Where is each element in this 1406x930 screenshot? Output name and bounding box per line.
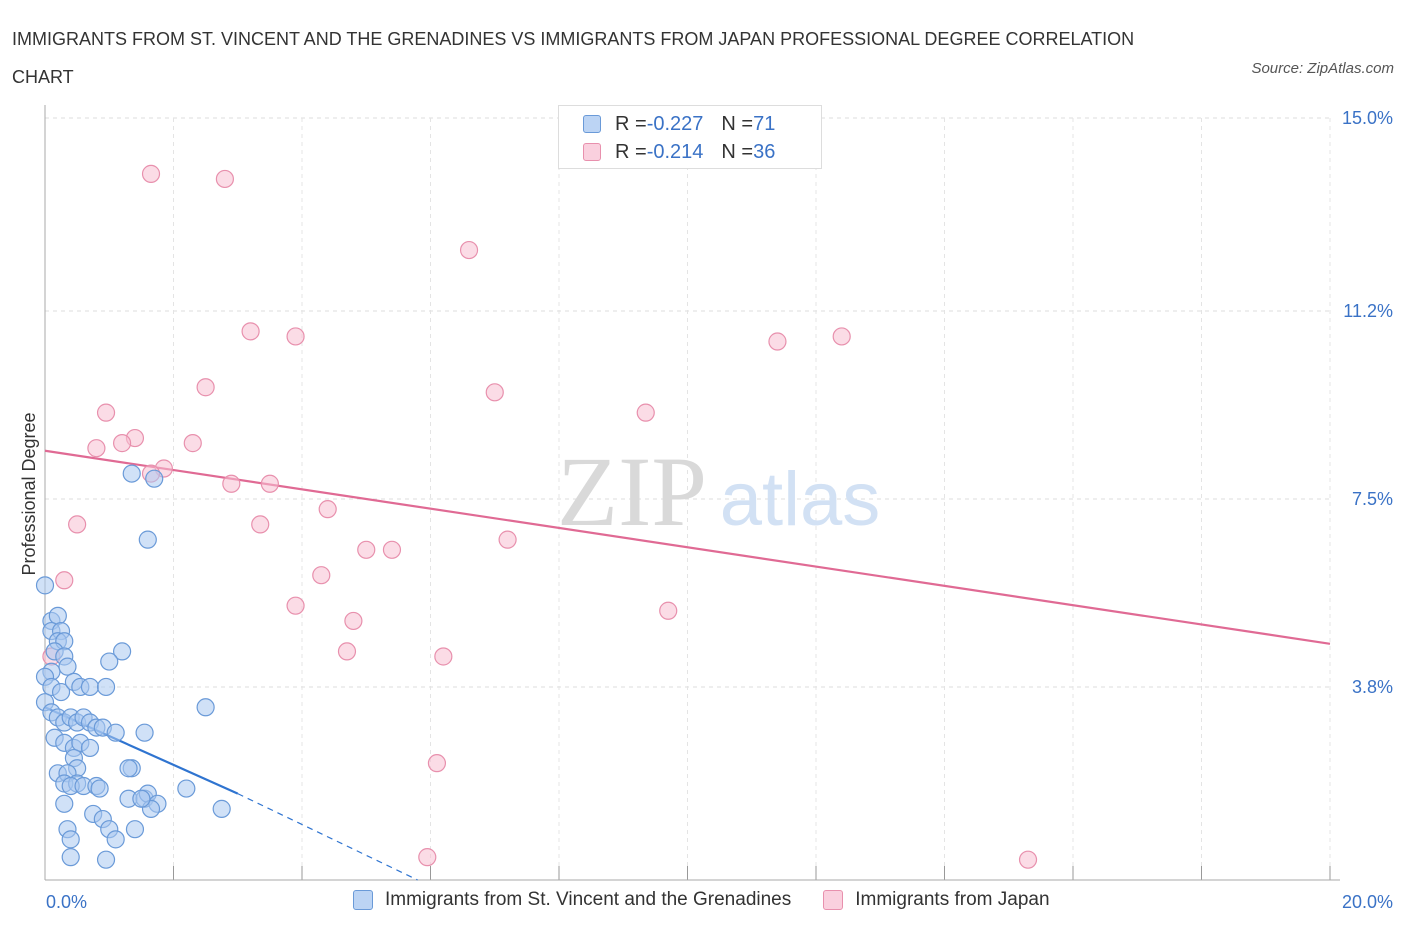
- data-point-st-vincent: [80, 677, 100, 697]
- data-point-st-vincent: [145, 469, 164, 488]
- data-point-st-vincent: [112, 642, 132, 661]
- data-point-st-vincent: [61, 830, 80, 849]
- legend-r-label: R =: [615, 112, 647, 135]
- legend-row-blue: R = -0.227 N = 71: [583, 111, 775, 137]
- chart-title: IMMIGRANTS FROM ST. VINCENT AND THE GREN…: [12, 29, 1135, 87]
- data-point-japan: [141, 164, 161, 183]
- data-point-japan: [498, 530, 517, 549]
- y-tick-label: 7.5%: [1352, 489, 1393, 509]
- data-point-st-vincent: [48, 606, 67, 625]
- y-axis-label: Professional Degree: [19, 412, 39, 575]
- series-swatch-blue: [353, 890, 373, 910]
- legend-n-value: 71: [753, 112, 776, 135]
- data-point-japan: [286, 596, 305, 615]
- data-point-japan: [112, 434, 132, 453]
- data-point-st-vincent: [55, 794, 74, 813]
- data-point-japan: [318, 500, 337, 519]
- data-point-japan: [87, 439, 106, 458]
- data-point-japan: [344, 611, 363, 631]
- series-swatch-pink: [823, 890, 844, 910]
- data-point-japan: [382, 540, 402, 559]
- data-point-japan: [659, 601, 678, 620]
- data-point-japan: [357, 540, 376, 559]
- y-tick-label: 11.2%: [1343, 301, 1393, 321]
- trend-line-st-vincent-extension: [237, 793, 418, 881]
- data-point-st-vincent: [196, 698, 215, 717]
- x-tick-label: 0.0%: [46, 892, 87, 912]
- data-point-japan: [196, 378, 215, 397]
- data-point-japan: [215, 169, 234, 189]
- data-point-japan: [312, 566, 331, 585]
- legend-r-value: -0.214: [646, 140, 704, 163]
- data-point-st-vincent: [96, 677, 116, 697]
- data-point-japan: [68, 515, 87, 534]
- watermark-zip: ZIP: [557, 436, 707, 547]
- data-point-japan: [434, 647, 453, 666]
- data-point-japan: [286, 327, 305, 346]
- legend-n-label: N =: [721, 140, 754, 163]
- data-point-st-vincent: [119, 759, 138, 778]
- data-point-japan: [459, 240, 479, 260]
- legend-n-value: 36: [753, 140, 776, 163]
- data-point-st-vincent: [51, 682, 71, 702]
- data-point-st-vincent: [96, 850, 116, 869]
- data-point-st-vincent: [212, 799, 231, 818]
- data-point-st-vincent: [61, 848, 80, 867]
- data-point-japan: [832, 327, 851, 346]
- series-legend-item-blue: Immigrants from St. Vincent and the Gren…: [353, 889, 791, 911]
- data-point-st-vincent: [122, 464, 141, 483]
- data-point-st-vincent: [90, 779, 109, 798]
- legend-swatch-pink: [583, 143, 601, 161]
- series-name-pink: Immigrants from Japan: [855, 889, 1050, 910]
- axes: 3.8% 7.5% 11.2% 15.0% 0.0% 20.0%: [44, 105, 1393, 912]
- data-point-japan: [183, 434, 202, 453]
- watermark-atlas: atlas: [720, 457, 881, 542]
- data-point-st-vincent: [106, 830, 125, 849]
- data-point-japan: [636, 403, 655, 422]
- data-point-st-vincent: [100, 652, 119, 671]
- y-tick-label: 3.8%: [1352, 677, 1393, 697]
- data-point-st-vincent: [106, 723, 125, 742]
- data-point-st-vincent: [80, 738, 100, 758]
- watermark: ZIP atlas: [557, 436, 880, 547]
- data-points: [35, 164, 1038, 869]
- data-point-japan: [1018, 850, 1038, 869]
- data-point-japan: [485, 383, 504, 402]
- data-point-st-vincent: [132, 789, 151, 808]
- trend-line-japan: [44, 449, 1331, 645]
- legend-swatch-blue: [583, 115, 601, 133]
- data-point-st-vincent: [125, 820, 145, 839]
- data-point-japan: [768, 332, 787, 351]
- source-label: Source: ZipAtlas.com: [1251, 60, 1394, 77]
- data-point-japan: [337, 642, 357, 661]
- data-point-st-vincent: [135, 723, 154, 742]
- series-name-blue: Immigrants from St. Vincent and the Gren…: [385, 889, 792, 910]
- data-point-st-vincent: [138, 530, 157, 549]
- data-point-st-vincent: [35, 576, 55, 595]
- legend-r-value: -0.227: [646, 112, 704, 135]
- x-tick-label: 20.0%: [1342, 892, 1393, 912]
- data-point-japan: [241, 322, 260, 341]
- data-point-st-vincent: [177, 779, 196, 798]
- series-legend-item-pink: Immigrants from Japan: [823, 889, 1050, 911]
- legend-row-pink: R = -0.214 N = 36: [583, 139, 775, 165]
- y-tick-label: 15.0%: [1342, 108, 1393, 128]
- data-point-japan: [96, 403, 116, 422]
- data-point-japan: [222, 474, 241, 493]
- data-point-st-vincent: [58, 657, 77, 676]
- legend-n-label: N =: [721, 112, 754, 135]
- data-point-japan: [55, 571, 74, 590]
- data-point-japan: [418, 848, 437, 867]
- series-legend: Immigrants from St. Vincent and the Gren…: [353, 889, 1082, 911]
- data-point-japan: [427, 754, 447, 773]
- data-point-japan: [251, 515, 270, 534]
- data-point-japan: [260, 474, 279, 493]
- legend-r-label: R =: [615, 140, 647, 163]
- legend: R = -0.227 N = 71 R = -0.214 N = 36: [558, 105, 822, 169]
